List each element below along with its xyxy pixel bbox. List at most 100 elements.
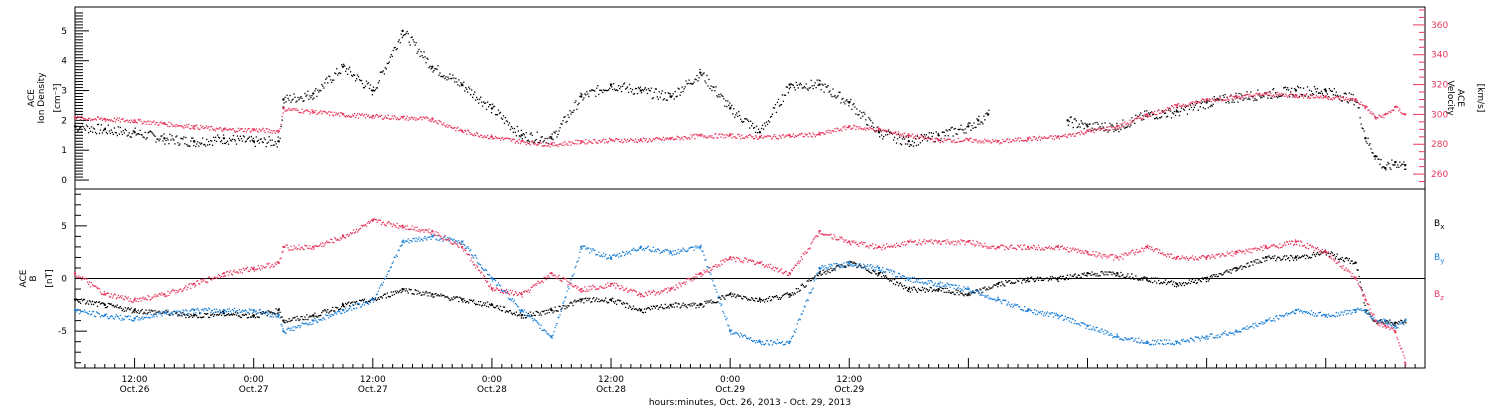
data-point <box>202 137 203 138</box>
data-point <box>456 241 457 242</box>
data-point <box>1039 136 1040 137</box>
data-point <box>773 136 774 137</box>
data-point <box>617 254 618 255</box>
data-point <box>805 133 806 134</box>
data-point <box>470 94 471 95</box>
data-point <box>553 331 554 332</box>
data-point <box>1378 159 1379 160</box>
data-point <box>582 99 583 100</box>
data-point <box>184 125 185 126</box>
data-point <box>843 102 844 103</box>
data-point <box>566 307 567 308</box>
data-point <box>239 130 240 131</box>
data-point <box>580 140 582 142</box>
data-point <box>1269 257 1270 258</box>
data-point <box>783 101 784 102</box>
data-point <box>1183 108 1184 109</box>
data-point <box>627 139 628 140</box>
data-point <box>1354 104 1355 105</box>
data-point <box>1273 88 1274 89</box>
data-point <box>984 139 985 140</box>
data-point <box>545 145 546 146</box>
data-point <box>602 92 603 93</box>
data-point <box>408 120 409 121</box>
data-point <box>1066 277 1067 278</box>
data-point <box>147 312 148 313</box>
data-point <box>576 143 577 144</box>
data-point <box>719 96 720 97</box>
data-point <box>350 306 351 307</box>
data-point <box>1320 93 1321 94</box>
data-point <box>213 137 214 138</box>
data-point <box>551 134 552 135</box>
data-point <box>106 314 107 315</box>
data-point <box>427 59 428 60</box>
data-point <box>326 312 327 313</box>
data-point <box>563 145 564 146</box>
data-point <box>117 135 118 136</box>
data-point <box>967 139 969 141</box>
data-point <box>983 142 984 143</box>
data-point <box>577 104 578 105</box>
data-point <box>194 128 195 129</box>
data-point <box>498 308 499 309</box>
data-point <box>662 252 663 253</box>
data-point <box>1154 111 1155 112</box>
data-point <box>80 119 81 120</box>
data-point <box>1362 128 1363 129</box>
data-point <box>190 128 191 129</box>
data-point <box>922 135 923 136</box>
data-point <box>758 301 759 302</box>
data-point <box>761 128 762 129</box>
data-point <box>349 305 350 306</box>
data-point <box>116 132 117 133</box>
data-point <box>1201 281 1202 282</box>
data-point <box>232 314 233 315</box>
data-point <box>1334 88 1335 89</box>
data-point <box>285 320 286 321</box>
data-point <box>674 307 675 308</box>
data-point <box>1091 271 1092 272</box>
data-point <box>184 143 185 144</box>
data-point <box>378 291 379 292</box>
data-point <box>727 100 728 101</box>
data-point <box>964 128 965 129</box>
data-point <box>761 135 762 136</box>
data-point <box>943 288 944 289</box>
data-point <box>691 305 692 306</box>
top-left-tick-label: 5 <box>61 27 67 37</box>
data-point <box>1308 96 1309 97</box>
data-point <box>848 101 850 103</box>
data-point <box>288 108 289 109</box>
data-point <box>284 111 285 112</box>
top-right-tick-label: 260 <box>1431 170 1448 180</box>
data-point <box>248 317 249 318</box>
data-point <box>478 103 479 104</box>
data-point <box>529 315 530 316</box>
data-point <box>305 96 306 97</box>
data-point <box>920 142 921 143</box>
data-point <box>140 130 141 131</box>
data-point <box>307 91 308 92</box>
data-point <box>155 314 156 315</box>
data-point <box>1204 99 1205 100</box>
data-point <box>378 297 379 298</box>
data-point <box>1317 88 1318 89</box>
data-point <box>1107 129 1108 130</box>
data-point <box>564 116 565 117</box>
data-point <box>393 291 394 292</box>
data-point <box>416 293 417 294</box>
data-point <box>1328 99 1329 100</box>
data-point <box>529 143 530 144</box>
data-point <box>500 112 501 113</box>
data-point <box>1181 285 1182 286</box>
data-point <box>362 113 363 114</box>
data-point <box>754 127 755 128</box>
data-point <box>144 121 145 122</box>
data-point <box>665 92 666 93</box>
data-point <box>642 141 643 142</box>
data-point <box>1248 96 1249 97</box>
data-point <box>1322 94 1323 95</box>
data-point <box>610 298 612 300</box>
data-point <box>1191 102 1192 103</box>
